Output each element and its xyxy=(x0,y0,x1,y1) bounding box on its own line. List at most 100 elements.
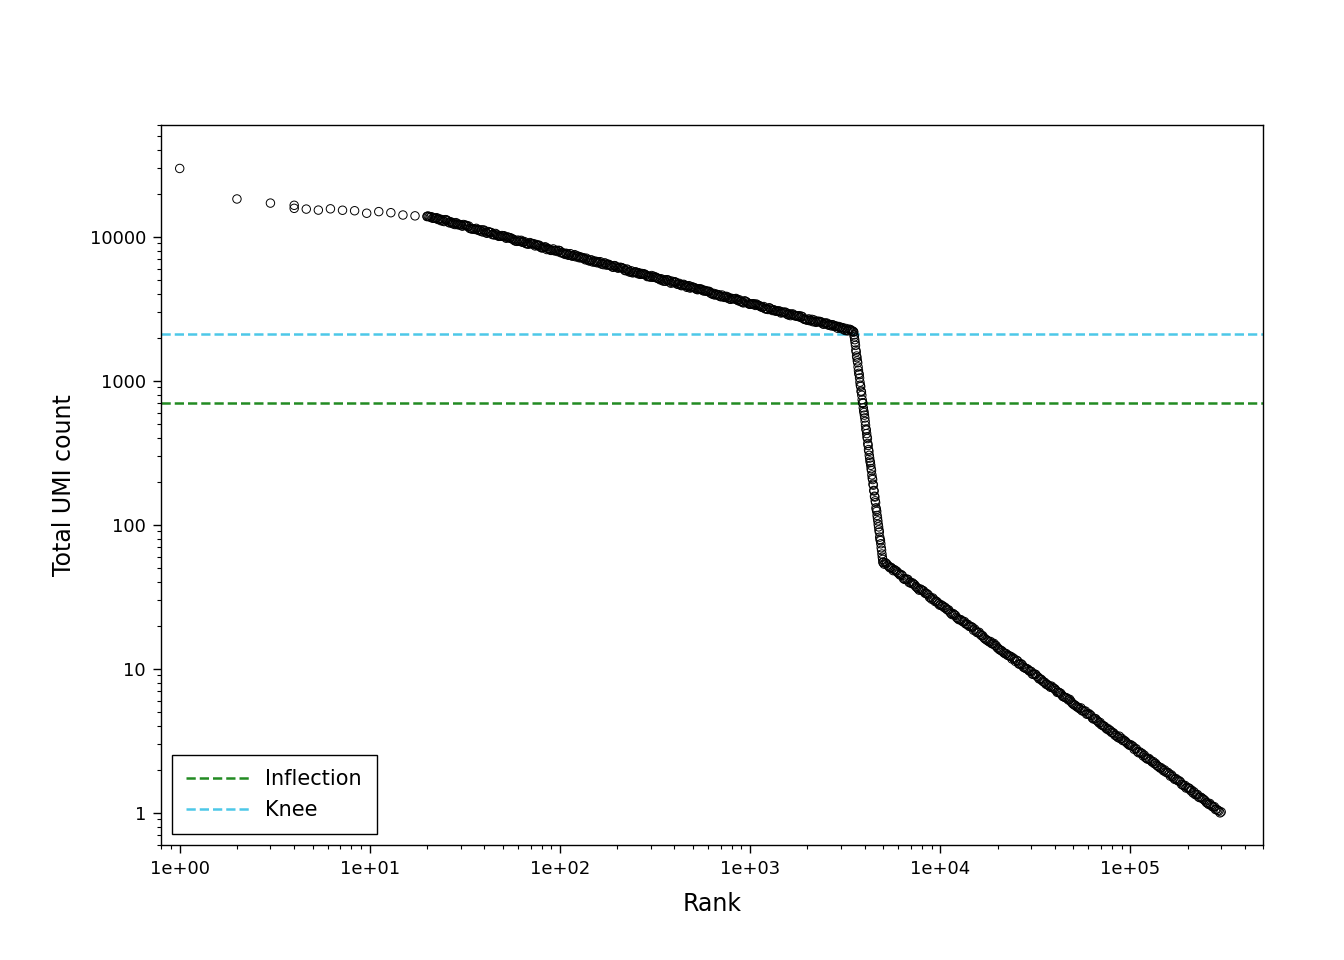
Point xyxy=(999,648,1020,663)
Point xyxy=(948,612,969,627)
Point xyxy=(1040,680,1062,695)
Point xyxy=(641,268,663,283)
Point xyxy=(664,275,685,290)
Point xyxy=(438,215,460,230)
Point xyxy=(700,285,722,300)
Point xyxy=(1134,750,1156,765)
Point xyxy=(828,319,849,334)
Point xyxy=(870,533,891,548)
Point xyxy=(796,312,817,327)
Point xyxy=(527,238,548,253)
Point xyxy=(587,254,609,270)
Point xyxy=(1025,668,1047,684)
Point xyxy=(723,291,745,306)
Point xyxy=(1064,698,1086,713)
Point xyxy=(480,225,501,240)
Point xyxy=(1144,756,1165,771)
Point xyxy=(595,255,617,271)
Point xyxy=(501,231,523,247)
Point xyxy=(465,222,487,237)
Point xyxy=(466,222,488,237)
Point xyxy=(429,211,450,227)
Point xyxy=(793,311,814,326)
Point xyxy=(699,284,720,300)
Point xyxy=(1118,737,1140,753)
Point xyxy=(1210,805,1231,821)
Point xyxy=(562,249,583,264)
Point xyxy=(512,234,534,250)
Point xyxy=(696,283,718,299)
Point xyxy=(758,300,780,316)
Point xyxy=(1198,797,1219,812)
Point xyxy=(460,221,481,236)
Point xyxy=(856,429,878,444)
Point xyxy=(1196,795,1218,810)
Point xyxy=(284,198,305,213)
Point xyxy=(879,560,900,575)
Point xyxy=(1093,718,1114,733)
Point xyxy=(481,225,503,240)
Point xyxy=(1130,746,1152,761)
Point xyxy=(845,345,867,360)
Point xyxy=(497,229,519,245)
Point xyxy=(849,371,871,386)
Point xyxy=(469,222,491,237)
Point xyxy=(673,276,695,292)
Point xyxy=(914,586,935,601)
Point xyxy=(741,297,762,312)
Point xyxy=(1113,732,1134,748)
Point xyxy=(982,636,1004,651)
Point xyxy=(1082,710,1103,726)
Point xyxy=(692,283,714,299)
Point xyxy=(899,574,921,589)
Point xyxy=(759,300,781,316)
Point xyxy=(1156,765,1177,780)
Point xyxy=(726,292,747,307)
Point xyxy=(1207,803,1228,818)
Point xyxy=(911,583,933,598)
Point xyxy=(1086,713,1107,729)
Point xyxy=(766,303,788,319)
Point xyxy=(761,301,782,317)
Point xyxy=(845,338,867,353)
Point xyxy=(844,332,866,348)
Point xyxy=(559,246,581,261)
Point xyxy=(992,644,1013,660)
Y-axis label: Total UMI count: Total UMI count xyxy=(51,394,75,576)
Point xyxy=(935,601,957,616)
Point xyxy=(1154,764,1176,780)
Point xyxy=(853,410,875,425)
Point xyxy=(1172,778,1193,793)
Point xyxy=(777,307,798,323)
Point xyxy=(715,289,737,304)
Point xyxy=(964,621,985,636)
Point xyxy=(460,221,481,236)
Point xyxy=(648,271,669,286)
Point xyxy=(1097,722,1118,737)
Point xyxy=(927,596,949,612)
Point xyxy=(1157,765,1179,780)
Point xyxy=(446,217,468,232)
Point xyxy=(1007,653,1028,668)
Point xyxy=(1005,653,1027,668)
Point xyxy=(344,204,366,219)
Point xyxy=(1044,682,1066,697)
Point xyxy=(883,563,905,578)
Point xyxy=(356,205,378,221)
Point xyxy=(1180,783,1202,799)
Point xyxy=(1111,731,1133,746)
Point xyxy=(515,235,536,251)
Point xyxy=(405,208,426,224)
Point xyxy=(876,558,898,573)
Point xyxy=(1168,773,1189,788)
Point xyxy=(871,546,892,562)
Point xyxy=(898,572,919,588)
Point xyxy=(750,299,771,314)
Point xyxy=(536,242,558,257)
Point xyxy=(984,637,1005,653)
Point xyxy=(953,614,974,630)
Point xyxy=(863,477,884,492)
Point xyxy=(531,240,552,255)
Point xyxy=(789,310,810,325)
Point xyxy=(818,318,840,333)
